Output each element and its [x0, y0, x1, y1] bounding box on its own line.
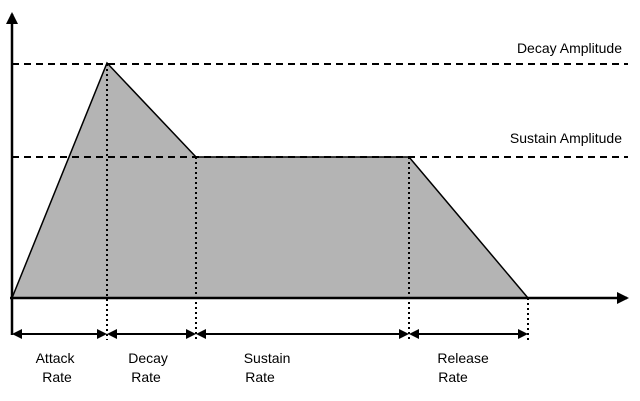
sustain-amplitude-label: Sustain Amplitude	[510, 130, 622, 146]
release-rate-label: Release Rate	[437, 350, 492, 385]
decay-amplitude-label: Decay Amplitude	[517, 40, 622, 56]
attack-rate-label: Attack Rate	[36, 350, 79, 385]
decay-rate-label: Decay Rate	[128, 350, 172, 385]
envelope-shape	[10, 61, 530, 299]
sustain-rate-label: Sustain Rate	[244, 350, 295, 385]
